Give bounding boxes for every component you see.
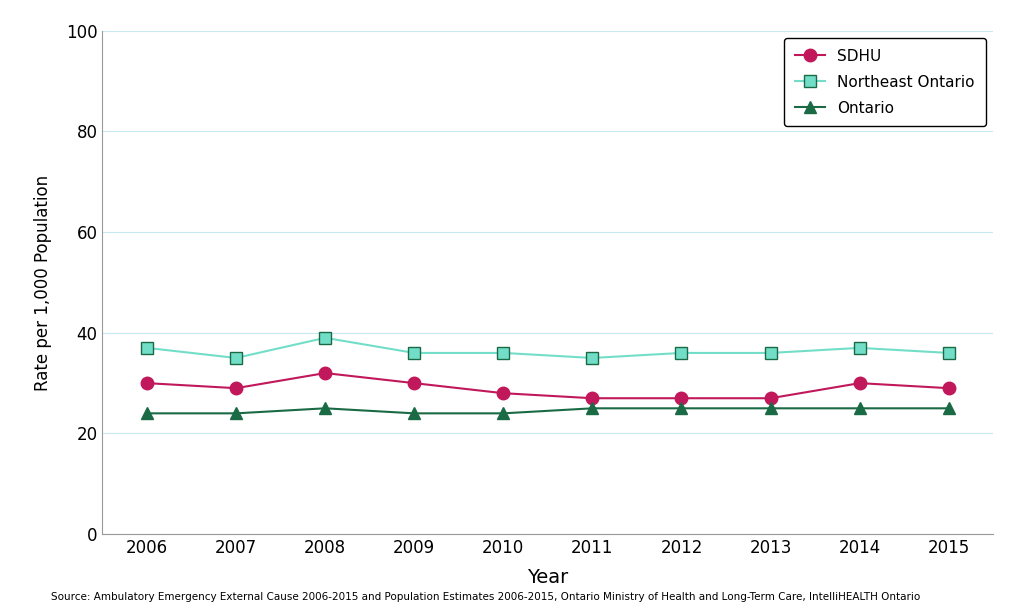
Y-axis label: Rate per 1,000 Population: Rate per 1,000 Population: [34, 174, 52, 391]
SDHU: [498, 389, 510, 397]
Ontario: [943, 405, 955, 412]
Legend: SDHU, Northeast Ontario, Ontario: SDHU, Northeast Ontario, Ontario: [784, 38, 986, 126]
SDHU: [676, 395, 688, 402]
Ontario: [498, 410, 510, 417]
X-axis label: Year: Year: [527, 568, 568, 587]
Ontario: [765, 405, 777, 412]
Ontario: [854, 405, 866, 412]
Northeast Ontario: [141, 344, 154, 352]
Ontario: [141, 410, 154, 417]
SDHU: [854, 379, 866, 387]
Line: Northeast Ontario: Northeast Ontario: [141, 332, 954, 363]
Northeast Ontario: [409, 349, 421, 357]
Northeast Ontario: [230, 354, 243, 362]
Northeast Ontario: [587, 354, 599, 362]
Northeast Ontario: [676, 349, 688, 357]
Ontario: [319, 405, 332, 412]
SDHU: [765, 395, 777, 402]
Northeast Ontario: [498, 349, 510, 357]
Text: Source: Ambulatory Emergency External Cause 2006-2015 and Population Estimates 2: Source: Ambulatory Emergency External Ca…: [51, 592, 921, 602]
Line: SDHU: SDHU: [140, 367, 955, 405]
Northeast Ontario: [765, 349, 777, 357]
SDHU: [587, 395, 599, 402]
Ontario: [587, 405, 599, 412]
Northeast Ontario: [943, 349, 955, 357]
Ontario: [230, 410, 243, 417]
Northeast Ontario: [319, 334, 332, 341]
SDHU: [409, 379, 421, 387]
SDHU: [141, 379, 154, 387]
Line: Ontario: Ontario: [141, 403, 954, 419]
Ontario: [409, 410, 421, 417]
SDHU: [319, 370, 332, 377]
SDHU: [943, 384, 955, 392]
Northeast Ontario: [854, 344, 866, 352]
Ontario: [676, 405, 688, 412]
SDHU: [230, 384, 243, 392]
